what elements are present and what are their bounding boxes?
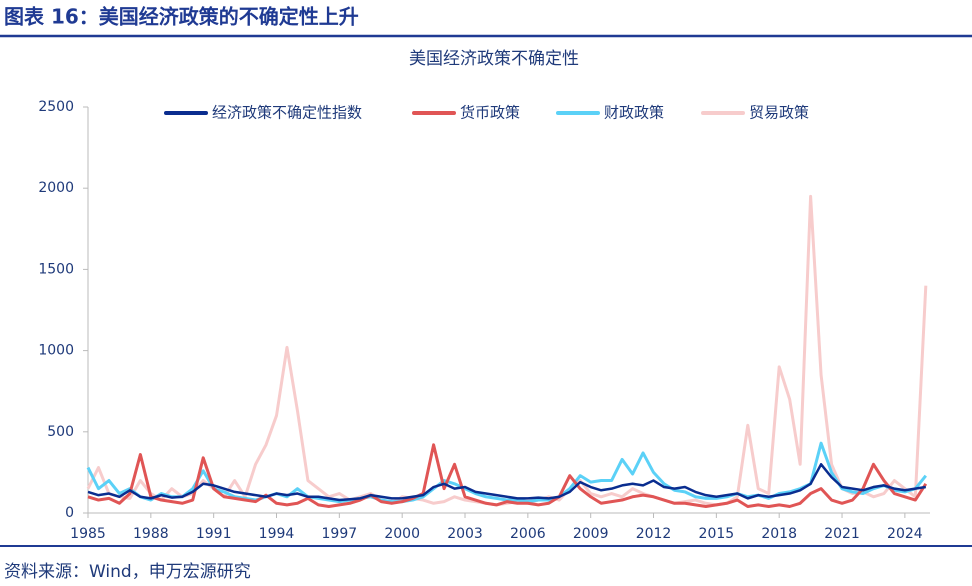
series-line — [87, 443, 928, 508]
series-line — [86, 441, 927, 504]
legend-label: 货币政策 — [460, 104, 520, 122]
x-tick-label: 1994 — [259, 526, 295, 542]
x-tick-label: 2021 — [824, 526, 860, 542]
series-line — [87, 463, 927, 502]
y-tick-label: 1000 — [38, 343, 74, 359]
x-tick-label: 2012 — [636, 526, 672, 542]
x-tick-label: 1991 — [196, 526, 232, 542]
legend-label: 财政政策 — [604, 104, 664, 122]
x-tick-label: 2000 — [384, 526, 420, 542]
y-tick-label: 2000 — [38, 180, 74, 196]
y-tick-label: 2500 — [38, 99, 74, 115]
x-tick-label: 1997 — [322, 526, 358, 542]
x-tick-label: 2015 — [699, 526, 735, 542]
x-tick-label: 1985 — [70, 526, 106, 542]
x-tick-label: 2024 — [887, 526, 923, 542]
chart-title: 美国经济政策不确定性 — [409, 49, 579, 69]
x-tick-label: 2003 — [447, 526, 483, 542]
y-tick-label: 1500 — [38, 261, 74, 277]
source-note: 资料来源：Wind，申万宏源研究 — [4, 562, 251, 582]
x-tick-label: 1988 — [133, 526, 169, 542]
legend-label: 经济政策不确定性指数 — [212, 104, 362, 122]
x-tick-label: 2006 — [510, 526, 546, 542]
legend-label: 贸易政策 — [749, 104, 809, 122]
x-tick-label: 2018 — [761, 526, 797, 542]
y-tick-label: 0 — [65, 505, 74, 521]
y-tick-label: 500 — [47, 424, 74, 440]
series-line — [86, 194, 928, 507]
page-title: 图表 16：美国经济政策的不确定性上升 — [4, 5, 359, 29]
x-tick-label: 2009 — [573, 526, 609, 542]
